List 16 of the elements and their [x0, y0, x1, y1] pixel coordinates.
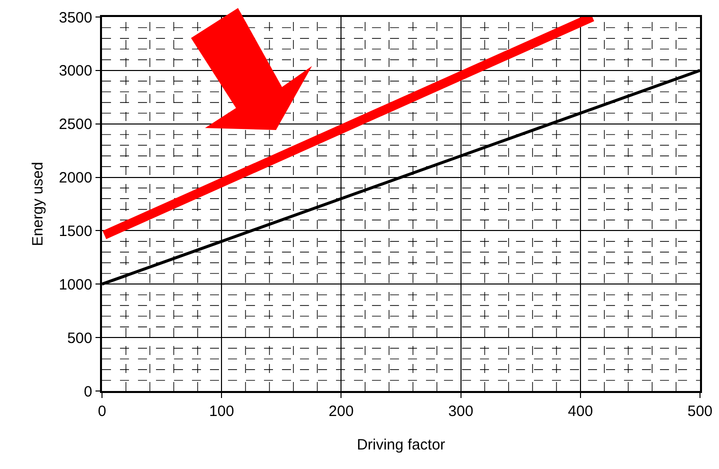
- x-tick-label: 0: [98, 402, 106, 420]
- x-tick-label: 500: [687, 402, 713, 420]
- y-tick-label: 1000: [58, 276, 92, 294]
- y-axis-title: Energy used: [30, 162, 47, 246]
- x-tick-label: 100: [209, 402, 234, 420]
- y-tick-label: 2000: [58, 170, 92, 187]
- x-tick-label: 300: [448, 402, 474, 420]
- y-tick-label: 1500: [58, 222, 92, 240]
- y-tick-label: 500: [67, 330, 92, 347]
- y-tick-label: 2500: [58, 116, 92, 134]
- y-tick-label: 0: [84, 383, 92, 400]
- y-tick-label: 3000: [58, 62, 92, 80]
- x-axis-title: Driving factor: [356, 436, 446, 454]
- y-tick-label: 3500: [58, 9, 92, 26]
- x-tick-label: 200: [328, 402, 354, 420]
- x-tick-label: 400: [568, 402, 593, 420]
